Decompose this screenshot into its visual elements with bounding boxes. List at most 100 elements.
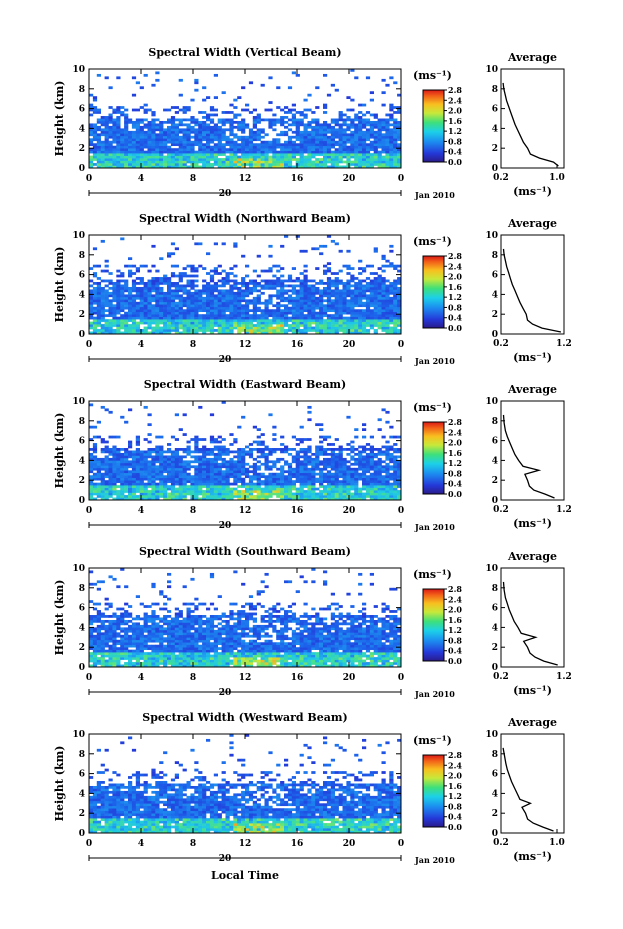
heatmap-cell — [330, 490, 335, 493]
heatmap-cell — [326, 294, 332, 298]
heatmap-cell — [116, 455, 121, 459]
heatmap-cell — [315, 140, 320, 144]
heatmap-cell — [373, 277, 378, 280]
heatmap-cell — [315, 477, 320, 481]
heatmap-cell — [264, 445, 269, 449]
heatmap-cell — [346, 306, 351, 310]
heatmap-cell — [291, 148, 296, 151]
heatmap-cell — [100, 165, 105, 169]
heatmap-cell — [334, 130, 339, 134]
heatmap-cell — [299, 155, 304, 159]
heatmap-cell — [221, 299, 226, 303]
heatmap-cell — [194, 321, 199, 325]
heatmap-cell — [155, 452, 160, 456]
heatmap-cell — [221, 160, 226, 164]
heatmap-cell — [260, 321, 265, 325]
heatmap-cell — [354, 148, 359, 151]
heatmap-cell — [315, 299, 320, 303]
heatmap-cell — [139, 462, 144, 466]
heatmap-cell — [307, 490, 312, 493]
heatmap-cell — [217, 160, 222, 164]
heatmap-cell — [260, 314, 265, 317]
heatmap-cell — [104, 284, 109, 288]
heatmap-cell — [330, 284, 335, 288]
heatmap-cell — [206, 158, 211, 161]
heatmap-cell — [194, 440, 199, 444]
heatmap-cell — [268, 460, 273, 464]
heatmap-cell — [248, 140, 254, 144]
heatmap-cell — [116, 118, 121, 122]
heatmap-cell — [120, 289, 125, 293]
heatmap-cell — [397, 148, 402, 151]
heatmap-cell — [272, 304, 277, 308]
heatmap-cell — [268, 123, 273, 127]
heatmap-cell — [174, 294, 179, 298]
heatmap-cell — [303, 450, 308, 454]
heatmap-cell — [190, 269, 195, 273]
heatmap-cell — [268, 296, 273, 300]
heatmap-cell — [373, 247, 378, 251]
heatmap-cell — [350, 143, 355, 147]
heatmap-cell — [342, 148, 347, 151]
heatmap-cell — [116, 153, 121, 156]
heatmap-cell — [369, 309, 374, 313]
heatmap-cell — [213, 457, 218, 461]
heatmap-cell — [389, 497, 394, 501]
heatmap-cell — [237, 125, 242, 129]
heatmap-cell — [186, 324, 191, 327]
heatmap-cell — [237, 148, 242, 151]
colorbar-tick-label: 1.6 — [448, 116, 462, 126]
heatmap-cell — [135, 482, 140, 486]
heatmap-cell — [389, 135, 394, 139]
heatmap-cell — [131, 282, 137, 285]
heatmap-cell — [143, 103, 148, 107]
heatmap-cell — [170, 284, 176, 288]
heatmap-cell — [108, 306, 113, 310]
heatmap-cell — [147, 472, 152, 476]
heatmap-cell — [120, 153, 125, 156]
heatmap-cell — [143, 299, 148, 303]
heatmap-cell — [108, 321, 113, 325]
heatmap-cell — [159, 140, 164, 144]
heatmap-cell — [362, 269, 367, 273]
heatmap-cell — [104, 153, 109, 156]
heatmap-cell — [100, 120, 105, 124]
heatmap-cell — [178, 148, 183, 151]
heatmap-cell — [287, 472, 293, 476]
heatmap-cell — [354, 294, 359, 298]
heatmap-cell — [151, 492, 156, 496]
heatmap-cell — [350, 148, 355, 151]
heatmap-cell — [233, 460, 238, 464]
heatmap-cell — [120, 133, 125, 137]
heatmap-cell — [237, 331, 242, 335]
heatmap-cell — [112, 452, 117, 456]
heatmap-cell — [96, 306, 101, 310]
colorbar-tick-label: 2.4 — [448, 95, 462, 105]
heatmap-cell — [377, 487, 382, 491]
heatmap-cell — [147, 475, 152, 479]
heatmap-cell — [139, 128, 144, 132]
heatmap-cell — [120, 495, 125, 498]
heatmap-cell — [315, 247, 320, 251]
heatmap-cell — [377, 128, 382, 132]
heatmap-cell — [311, 309, 316, 313]
heatmap-cell — [272, 165, 277, 169]
heatmap-cell — [346, 482, 351, 486]
heatmap-cell — [225, 274, 230, 278]
heatmap-cell — [303, 472, 308, 476]
heatmap-cell — [221, 158, 226, 161]
heatmap-cell — [397, 150, 402, 154]
heatmap-cell — [245, 497, 250, 501]
heatmap-cell — [241, 291, 246, 295]
heatmap-cell — [194, 497, 199, 501]
heatmap-cell — [264, 452, 269, 456]
heatmap-cell — [221, 143, 226, 147]
heatmap-cell — [124, 477, 129, 481]
heatmap-cell — [202, 492, 207, 496]
heatmap-cell — [131, 279, 137, 283]
heatmap-cell — [338, 306, 343, 310]
heatmap-cell — [385, 495, 390, 498]
heatmap-cell — [334, 309, 339, 313]
heatmap-cell — [373, 286, 378, 290]
heatmap-cell — [124, 123, 129, 127]
